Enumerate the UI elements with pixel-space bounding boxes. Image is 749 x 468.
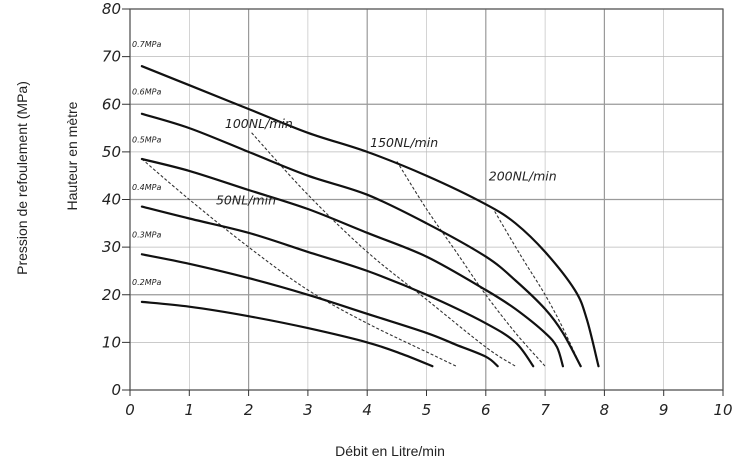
y-tick-label: 40 (102, 191, 121, 209)
pressure-label: 0.7MPa (132, 40, 161, 49)
airflow-curve (396, 161, 546, 367)
pressure-curve (140, 205, 535, 368)
y-tick-label: 10 (102, 333, 121, 351)
x-axis-ticks: 0 1 2 3 4 5 6 7 8 9 10 (125, 390, 733, 419)
x-tick-label: 6 (481, 401, 491, 419)
pressure-label: 0.2MPa (132, 278, 161, 287)
y-tick-label: 60 (102, 95, 121, 113)
pressure-label: 0.3MPa (132, 231, 161, 240)
x-tick-label: 0 (125, 401, 135, 419)
x-tick-label: 10 (713, 401, 732, 419)
pressure-curve (140, 300, 434, 368)
airflow-curve (251, 132, 516, 367)
airflow-label: 50NL/min (216, 192, 276, 207)
airflow-label: 100NL/min (225, 116, 293, 131)
airflow-curve (141, 158, 457, 367)
x-tick-label: 1 (185, 401, 195, 419)
airflow-curves (141, 132, 582, 367)
x-tick-label: 3 (303, 401, 313, 419)
x-axis-label: Débit en Litre/min (335, 443, 445, 459)
y-axis-ticks: 0 10 20 30 40 50 60 70 80 (102, 0, 130, 399)
y-tick-label: 0 (111, 381, 121, 399)
x-tick-label: 7 (540, 401, 550, 419)
airflow-label: 200NL/min (489, 168, 557, 183)
series-labels: 50NL/min 100NL/min 150NL/min 200NL/min 0.7MP… (132, 40, 557, 287)
y-tick-label: 50 (102, 143, 121, 161)
pressure-label: 0.4MPa (132, 183, 161, 192)
x-tick-label: 2 (244, 401, 254, 419)
x-tick-label: 8 (600, 401, 610, 419)
x-tick-label: 9 (659, 401, 669, 419)
airflow-label: 150NL/min (370, 135, 438, 150)
airflow-curve (494, 211, 582, 367)
pressure-curve (140, 112, 582, 368)
y-axis-label-height: Hauteur en mètre (64, 101, 80, 211)
y-tick-label: 70 (102, 48, 121, 66)
x-tick-label: 4 (362, 401, 372, 419)
pressure-curve (140, 253, 499, 368)
pressure-curves (140, 65, 600, 368)
pressure-label: 0.6MPa (132, 88, 161, 97)
y-tick-label: 80 (102, 0, 121, 18)
y-axis-label-pressure: Pression de refoulement (MPa) (14, 81, 30, 275)
pressure-curve (140, 157, 564, 368)
x-tick-label: 5 (422, 401, 432, 419)
pressure-label: 0.5MPa (132, 135, 161, 144)
y-tick-label: 20 (102, 286, 121, 304)
pressure-curve (140, 65, 600, 368)
y-tick-label: 30 (102, 238, 121, 256)
